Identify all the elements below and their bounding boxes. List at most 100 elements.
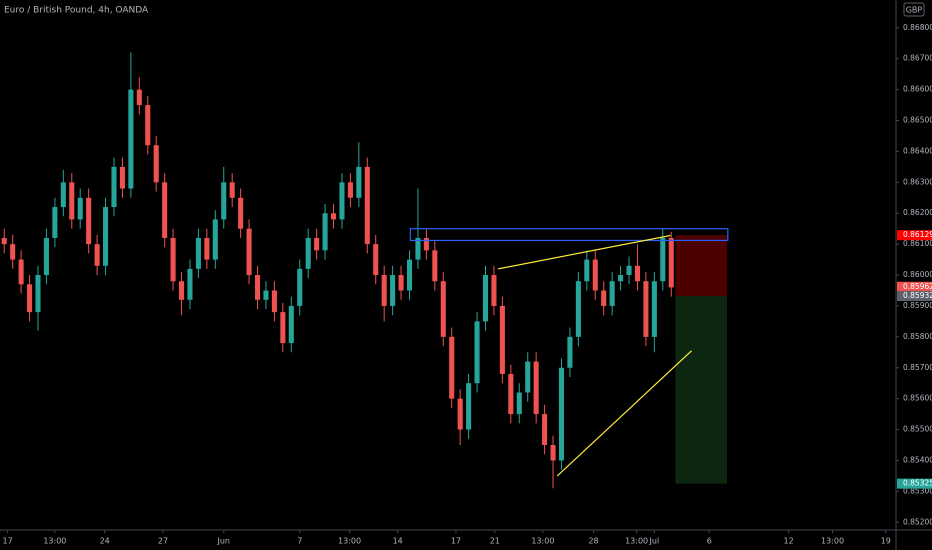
candle-body bbox=[381, 275, 387, 306]
price-label: 0.86129 bbox=[903, 230, 932, 239]
candle-body bbox=[542, 414, 548, 446]
candle-body bbox=[660, 237, 666, 282]
x-tick-label: 12 bbox=[784, 537, 794, 546]
candle-body bbox=[406, 259, 413, 291]
candle-body bbox=[305, 237, 311, 269]
y-tick-label: 0.86100 bbox=[903, 239, 932, 248]
candle-body bbox=[618, 275, 624, 282]
candle-body bbox=[457, 398, 463, 430]
x-tick-label: Jun bbox=[217, 537, 231, 546]
x-tick-label: 7 bbox=[297, 537, 302, 546]
candle-body bbox=[491, 275, 497, 306]
currency-box bbox=[903, 2, 925, 17]
candle-body bbox=[634, 265, 641, 282]
candle-body bbox=[18, 259, 24, 285]
candle-body bbox=[449, 336, 455, 399]
candle-body bbox=[229, 182, 235, 198]
candle-body bbox=[128, 89, 134, 189]
candle-body bbox=[212, 219, 218, 260]
y-tick-label: 0.86600 bbox=[903, 85, 932, 94]
x-tick-label: 13:00 bbox=[43, 537, 66, 546]
candle-body bbox=[145, 105, 151, 146]
x-tick-label: 13:00 bbox=[821, 537, 844, 546]
candle-body bbox=[246, 228, 252, 276]
candle-body bbox=[254, 275, 261, 300]
chart-title: Euro / British Pound, 4h, OANDA bbox=[4, 6, 149, 16]
candle-body bbox=[390, 275, 396, 306]
candle-body bbox=[119, 166, 125, 189]
candle-body bbox=[398, 275, 404, 291]
candle-body bbox=[77, 197, 83, 220]
candle-body bbox=[643, 281, 649, 337]
candle-body bbox=[592, 259, 598, 291]
x-tick-label: 27 bbox=[158, 537, 168, 546]
candle-body bbox=[516, 392, 522, 415]
candle-body bbox=[339, 182, 345, 220]
y-tick-label: 0.86800 bbox=[903, 23, 932, 32]
candle-body bbox=[499, 305, 505, 374]
candle-body bbox=[482, 275, 489, 322]
price-label: 0.85325 bbox=[903, 479, 932, 488]
candle-body bbox=[423, 237, 429, 251]
candle-body bbox=[271, 290, 277, 313]
candle-body bbox=[474, 321, 480, 384]
x-tick-label: 13:00 bbox=[531, 537, 554, 546]
candle-body bbox=[153, 145, 159, 183]
y-tick-label: 0.86500 bbox=[903, 116, 932, 125]
y-tick-label: 0.85300 bbox=[903, 486, 932, 495]
candle-body bbox=[35, 275, 41, 313]
y-tick-label: 0.86000 bbox=[903, 270, 932, 279]
candle-body bbox=[525, 361, 531, 393]
candle-body bbox=[297, 268, 303, 306]
currency: GBP bbox=[906, 6, 923, 15]
y-tick-label: 0.86300 bbox=[903, 177, 932, 186]
candle-body bbox=[238, 197, 244, 229]
candle-body bbox=[288, 305, 294, 344]
zone-rectangle bbox=[409, 228, 729, 242]
y-tick-label: 0.85400 bbox=[903, 455, 932, 464]
candle-body bbox=[170, 237, 176, 282]
y-tick-label: 0.86700 bbox=[903, 54, 932, 63]
price-label-box bbox=[897, 230, 932, 241]
candle-body bbox=[204, 237, 210, 260]
candle-body bbox=[43, 237, 49, 276]
y-tick-label: 0.85600 bbox=[903, 394, 932, 403]
candle-body bbox=[584, 259, 590, 282]
candle-body bbox=[221, 182, 227, 220]
candle-body bbox=[432, 250, 438, 282]
x-tick-label: 17 bbox=[3, 537, 13, 546]
x-tick-label: 24 bbox=[100, 537, 110, 546]
candle-body bbox=[27, 284, 33, 313]
candle-body bbox=[263, 290, 269, 300]
candle-body bbox=[567, 336, 573, 368]
candle-body bbox=[550, 445, 556, 461]
candle-body bbox=[558, 367, 565, 461]
candle-body bbox=[52, 207, 58, 238]
candle-body bbox=[330, 213, 337, 220]
price-label-box bbox=[897, 291, 932, 302]
x-tick-label: 6 bbox=[707, 537, 712, 546]
candle-body bbox=[356, 166, 362, 198]
candle-body bbox=[601, 290, 607, 306]
candle-body bbox=[195, 237, 201, 269]
candle-body bbox=[86, 197, 92, 245]
candle-body bbox=[69, 182, 75, 220]
x-tick-label: 28 bbox=[588, 537, 598, 546]
stop-zone bbox=[675, 235, 727, 297]
candle-body bbox=[415, 237, 421, 260]
x-tick-label: 14 bbox=[393, 537, 403, 546]
candle-body bbox=[508, 373, 514, 415]
y-tick-label: 0.85700 bbox=[903, 363, 932, 372]
candle-body bbox=[179, 281, 185, 300]
x-tick-label: 13:00 bbox=[625, 537, 648, 546]
trendline bbox=[556, 350, 692, 477]
target-zone bbox=[675, 296, 727, 484]
candle-body bbox=[651, 281, 657, 337]
candle-body bbox=[280, 312, 286, 344]
candle-body bbox=[103, 207, 109, 266]
price-label: 0.85962 bbox=[903, 282, 932, 291]
candle-body bbox=[533, 361, 539, 415]
y-tick-label: 0.85200 bbox=[903, 517, 932, 526]
y-tick-label: 0.86400 bbox=[903, 146, 932, 155]
candle-body bbox=[322, 213, 328, 251]
